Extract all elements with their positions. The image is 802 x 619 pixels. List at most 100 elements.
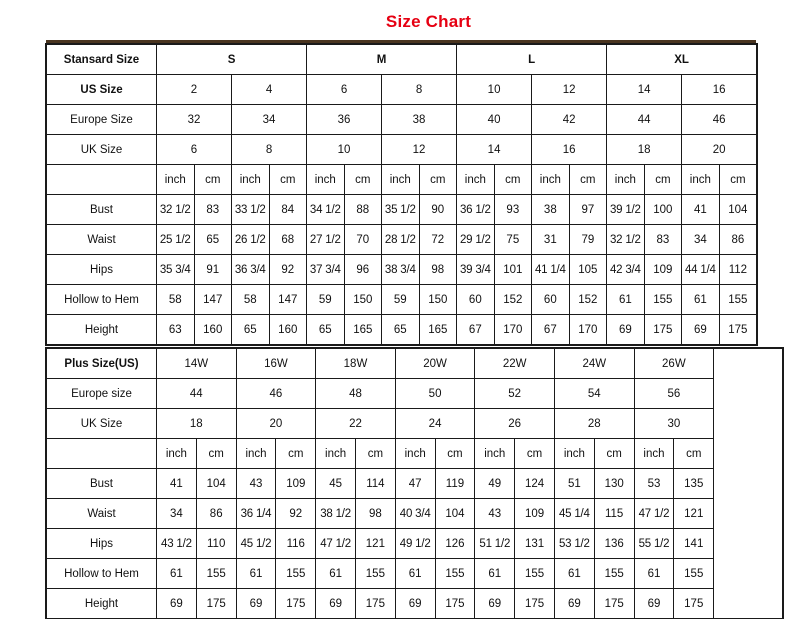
measure-value: 29 1/2 — [456, 224, 495, 255]
table-row: Europe size 44 46 48 50 52 54 56 — [46, 378, 783, 409]
measure-value: 61 — [235, 558, 277, 589]
unit-row-blank-label — [46, 164, 157, 195]
measure-value: 175 — [275, 588, 317, 619]
measure-value: 155 — [673, 558, 715, 589]
plus-size-header: 16W — [235, 348, 317, 379]
table-row: Height 69 175 69 175 69 175 69 175 69 175 69 175 69 17… — [46, 588, 783, 619]
measure-value: 69 — [633, 588, 675, 619]
measure-value: 155 — [643, 284, 683, 315]
measure-value: 88 — [343, 194, 383, 225]
table-row: Bust 41 104 43 109 45 114 47 119 49 124 51 130 53 135 — [46, 468, 783, 499]
plus-size-header: 14W — [156, 348, 237, 379]
table-row: inch cm inch cm inch cm inch cm inch cm inch cm inch… — [46, 438, 783, 469]
measure-value: 51 — [553, 468, 595, 499]
unit-row-blank-label — [46, 438, 157, 469]
measure-value: 155 — [275, 558, 317, 589]
plus-size-label-header: Plus Size(US) — [46, 348, 157, 379]
measure-value: 69 — [553, 588, 595, 619]
size-value: 32 — [156, 104, 232, 135]
measure-value: 98 — [418, 254, 458, 285]
measure-value: 175 — [643, 314, 683, 345]
measure-value: 70 — [343, 224, 383, 255]
measure-value: 69 — [606, 314, 645, 345]
size-value: 48 — [315, 378, 396, 409]
table-row: UK Size 18 20 22 24 26 28 30 — [46, 408, 783, 439]
row-label: Europe size — [46, 378, 157, 409]
measure-value: 90 — [418, 194, 458, 225]
measure-value: 34 — [681, 224, 720, 255]
standard-size-table-container: Stansard Size S M L XL US Size 2 4 6 8 10 12 14 16 Eur… — [44, 43, 759, 346]
measure-value: 36 3/4 — [231, 254, 270, 285]
measure-value: 101 — [493, 254, 533, 285]
measure-value: 61 — [553, 558, 595, 589]
size-value: 44 — [606, 104, 683, 135]
measure-value: 175 — [195, 588, 237, 619]
measure-value: 69 — [235, 588, 277, 619]
measure-value: 83 — [193, 194, 232, 225]
measure-value: 41 1/4 — [531, 254, 570, 285]
unit-header: inch — [633, 438, 675, 469]
measure-value: 59 — [381, 284, 420, 315]
size-value: 8 — [230, 134, 308, 165]
measure-value: 27 1/2 — [306, 224, 345, 255]
unit-header: cm — [193, 164, 232, 195]
measure-value: 65 — [381, 314, 420, 345]
measure-value: 155 — [354, 558, 396, 589]
measure-value: 37 3/4 — [306, 254, 345, 285]
measure-value: 61 — [606, 284, 645, 315]
measure-value: 116 — [275, 528, 317, 559]
table-row: inch cm inch cm inch cm inch cm inch cm inch cm inch… — [46, 164, 758, 195]
measure-value: 43 — [474, 498, 516, 529]
size-value: 8 — [381, 74, 458, 105]
measure-value: 44 1/4 — [681, 254, 720, 285]
measure-value: 91 — [193, 254, 232, 285]
page-title: Size Chart — [385, 12, 472, 31]
measure-value: 45 1/4 — [553, 498, 595, 529]
unit-header: inch — [531, 164, 570, 195]
measure-value: 98 — [354, 498, 396, 529]
measure-value: 26 1/2 — [231, 224, 270, 255]
size-value: 4 — [230, 74, 308, 105]
size-value: 2 — [156, 74, 232, 105]
measure-value: 28 1/2 — [381, 224, 420, 255]
measure-value: 60 — [531, 284, 570, 315]
measure-value: 92 — [275, 498, 317, 529]
measure-value: 31 — [531, 224, 570, 255]
unit-header: cm — [354, 438, 396, 469]
measure-value: 170 — [493, 314, 533, 345]
measure-value: 100 — [643, 194, 683, 225]
size-group-header: S — [155, 44, 308, 75]
measure-value: 83 — [643, 224, 683, 255]
measure-value: 152 — [568, 284, 608, 315]
measure-value: 68 — [268, 224, 308, 255]
measure-value: 97 — [568, 194, 608, 225]
measure-value: 150 — [418, 284, 458, 315]
measure-value: 65 — [231, 314, 270, 345]
size-value: 30 — [633, 408, 715, 439]
table-row: US Size 2 4 6 8 10 12 14 16 — [46, 74, 758, 105]
measure-row-label: Bust — [46, 468, 157, 499]
unit-header: cm — [514, 438, 555, 469]
measure-value: 72 — [418, 224, 458, 255]
measure-value: 152 — [493, 284, 533, 315]
size-value: 10 — [456, 74, 533, 105]
row-label: UK Size — [46, 134, 157, 165]
measure-value: 61 — [394, 558, 436, 589]
measure-value: 96 — [343, 254, 383, 285]
measure-value: 124 — [514, 468, 555, 499]
table-row: Hips 43 1/2 110 45 1/2 116 47 1/2 121 49 1/2 126… — [46, 528, 783, 559]
measure-value: 147 — [193, 284, 232, 315]
measure-row-label: Bust — [46, 194, 157, 225]
table-row: Hollow to Hem 58 147 58 147 59 150 59 150 60 152 60… — [46, 284, 758, 315]
measure-row-label: Hollow to Hem — [46, 284, 157, 315]
size-value: 46 — [235, 378, 317, 409]
measure-value: 63 — [156, 314, 195, 345]
measure-value: 170 — [568, 314, 608, 345]
measure-value: 45 — [315, 468, 356, 499]
size-value: 28 — [553, 408, 635, 439]
measure-value: 86 — [718, 224, 758, 255]
table-row: Plus Size(US) 14W 16W 18W 20W 22W 24W 26W — [46, 348, 784, 619]
unit-header: inch — [315, 438, 356, 469]
size-group-header: M — [306, 44, 458, 75]
measure-value: 35 1/2 — [381, 194, 420, 225]
